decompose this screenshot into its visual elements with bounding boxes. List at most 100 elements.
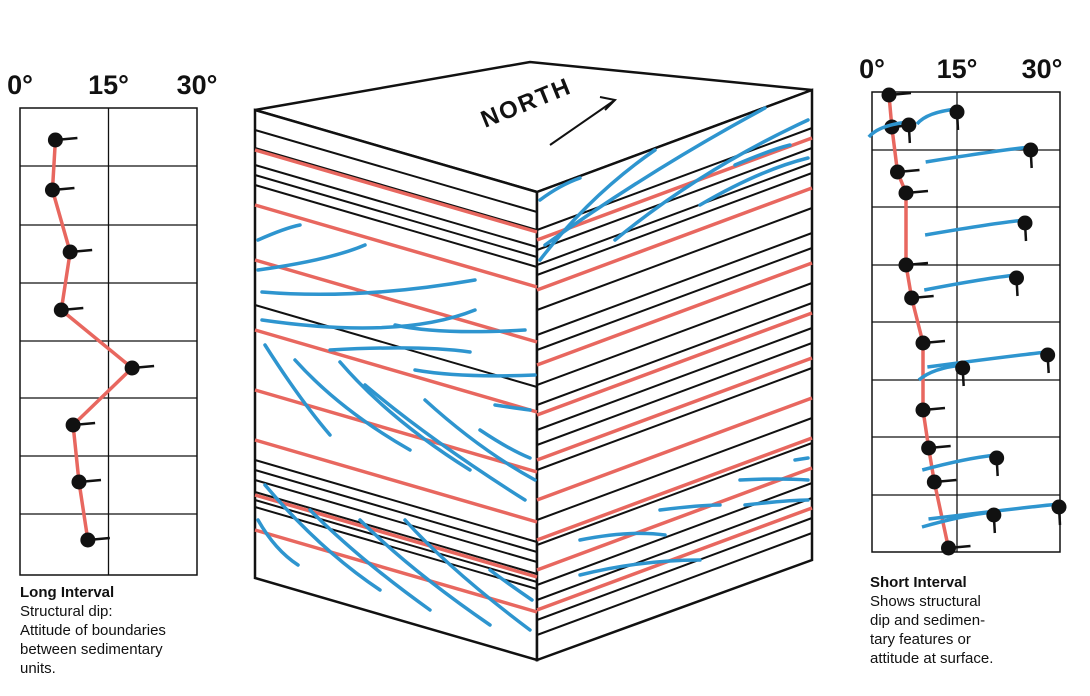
sediment-curve — [338, 360, 472, 472]
caption-title: Long Interval — [20, 584, 114, 601]
dip-dot — [124, 360, 140, 376]
sediment-curve — [403, 518, 532, 632]
dip-dot — [926, 474, 942, 490]
sediment-curve — [358, 518, 492, 627]
sediment-curve — [658, 503, 722, 512]
sediment-curve — [256, 223, 302, 242]
sediment-trace — [924, 218, 1026, 237]
bed-line-red — [254, 148, 538, 234]
bed-line — [254, 459, 538, 543]
tick-label: 0° — [7, 70, 33, 100]
bed-line — [536, 147, 813, 251]
bed-line — [536, 532, 813, 636]
caption-line: units. — [20, 660, 56, 677]
dip-dot — [941, 540, 956, 556]
sediment-curve — [698, 156, 810, 207]
sediment-curve — [413, 368, 537, 378]
dip-dot — [80, 532, 96, 548]
bed-line — [254, 164, 538, 248]
dip-dot — [62, 244, 78, 260]
sediment-curve — [733, 143, 792, 167]
dip-dot — [901, 117, 917, 133]
sediment-curve — [578, 531, 667, 542]
dip-dot — [915, 335, 931, 351]
bed-line — [536, 497, 813, 601]
bed-line — [254, 506, 538, 590]
sediment-curve — [260, 278, 477, 297]
bed-line — [536, 517, 813, 621]
dip-dot — [881, 87, 897, 103]
dip-dot — [1051, 499, 1067, 515]
bed-line-red — [536, 466, 813, 572]
dip-dot — [1040, 347, 1056, 363]
dip-dot — [47, 132, 63, 148]
bed-line — [536, 247, 813, 351]
sediment-curve — [488, 568, 534, 602]
sediment-curve — [738, 477, 810, 482]
dip-dot — [989, 450, 1005, 466]
sediment-curve — [538, 176, 582, 202]
sediment-curve — [256, 518, 300, 567]
bed-line-red — [254, 493, 538, 579]
sediment-trace — [925, 145, 1031, 164]
dip-dot — [1023, 142, 1039, 158]
dip-dot — [904, 290, 920, 306]
bed-line — [536, 442, 813, 546]
bed-line — [254, 479, 538, 563]
caption-line: dip and sedimen- — [870, 612, 985, 629]
bed-line-red — [254, 388, 538, 474]
dip-dot — [898, 257, 914, 273]
bed-line — [254, 174, 538, 258]
dip-dot — [915, 402, 931, 418]
tick-label: 0° — [859, 54, 885, 84]
sediment-curve — [578, 558, 702, 577]
dip-dot — [53, 302, 69, 318]
sediment-curve — [613, 118, 810, 242]
bed-line — [536, 327, 813, 431]
sediment-curve — [263, 343, 332, 437]
bed-line-red — [536, 186, 813, 292]
block-diagram: NORTH — [253, 60, 814, 662]
caption-line: between sedimentary — [20, 641, 163, 658]
tick-label: 15° — [937, 54, 978, 84]
tick-label: 15° — [88, 70, 129, 100]
dip-dot — [890, 164, 905, 180]
caption-line: Structural dip: — [20, 603, 113, 620]
sediment-curve — [260, 308, 477, 330]
sediment-trace — [923, 273, 1017, 292]
caption-line: tary features or — [870, 631, 971, 648]
dip-dot — [71, 474, 87, 490]
sediment-curve — [363, 383, 527, 502]
bed-line — [536, 482, 813, 586]
bed-line — [536, 172, 813, 276]
north-arrow — [549, 96, 618, 146]
bed-line-red — [254, 258, 538, 344]
sediment-curve — [478, 428, 532, 460]
bed-line-red — [254, 438, 538, 524]
bed-line — [536, 367, 813, 471]
dip-dot — [949, 104, 965, 120]
bed-line-red — [536, 436, 813, 542]
dip-dot — [1009, 270, 1024, 286]
dip-dot — [986, 507, 1002, 523]
caption-line: Shows structural — [870, 593, 981, 610]
dip-dot — [898, 185, 914, 201]
sediment-trace — [927, 350, 1048, 369]
sediment-curve — [293, 358, 412, 452]
bed-line — [536, 207, 813, 311]
bed-line — [254, 491, 538, 575]
caption-line: attitude at surface. — [870, 650, 993, 667]
bed-line — [254, 304, 538, 388]
sediment-curve — [493, 403, 532, 412]
sediment-curve — [423, 398, 537, 482]
bed-line — [254, 147, 538, 231]
bed-line-red — [536, 356, 813, 462]
caption-title: Short Interval — [870, 574, 967, 591]
bed-line — [536, 302, 813, 406]
bed-line — [254, 469, 538, 553]
bed-line — [536, 417, 813, 521]
sediment-trace — [921, 453, 997, 472]
bed-line-red — [536, 396, 813, 502]
bed-line-red — [536, 311, 813, 417]
bed-line — [536, 162, 813, 266]
